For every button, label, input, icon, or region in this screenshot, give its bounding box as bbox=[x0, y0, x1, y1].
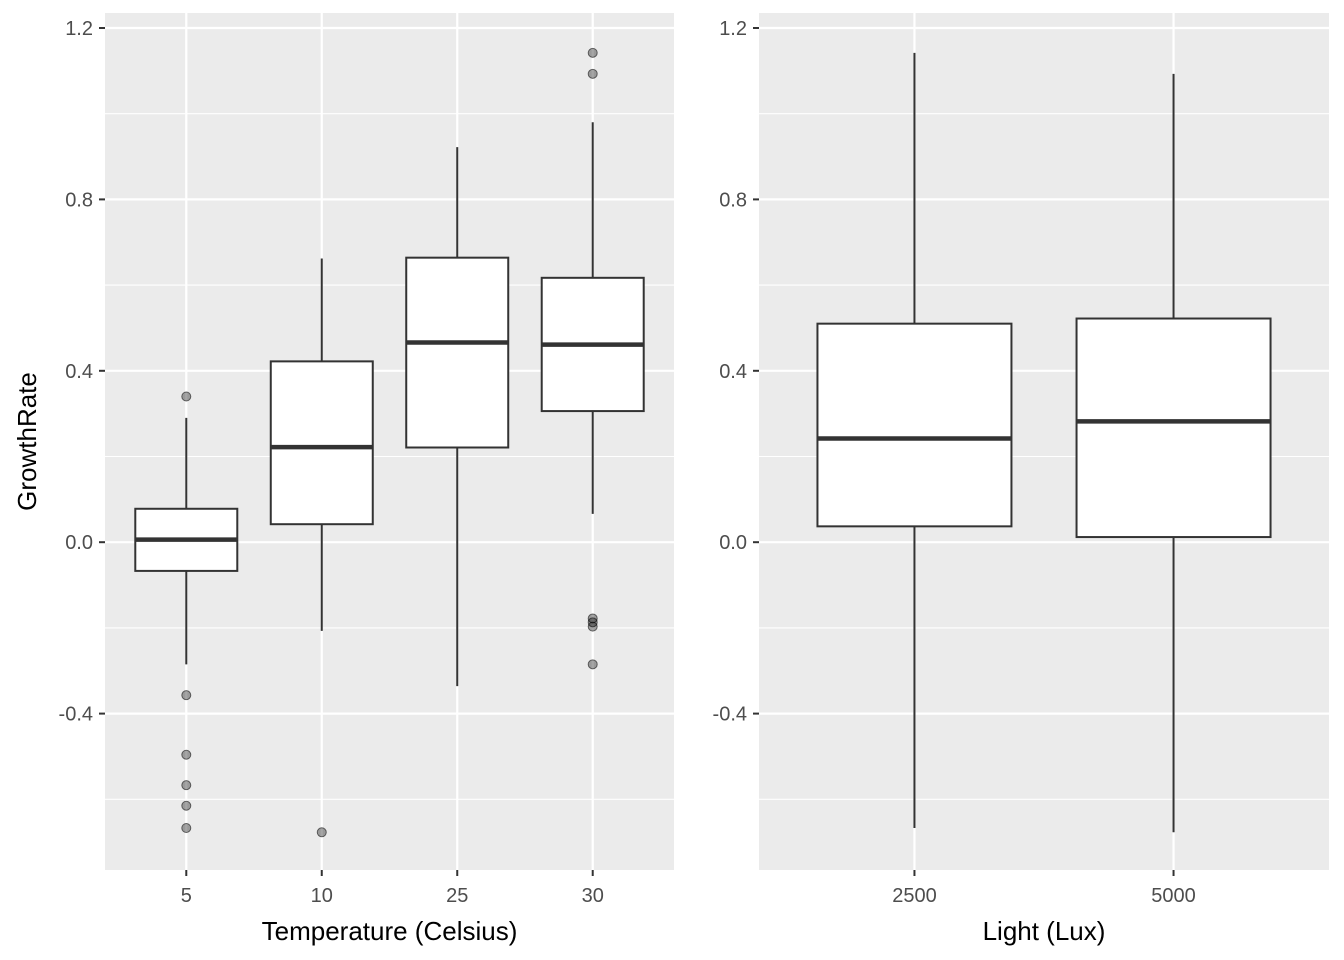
y-tick-label: -0.4 bbox=[713, 704, 747, 726]
y-axis-title: GrowthRate bbox=[12, 372, 42, 511]
y-tick-label: 1.2 bbox=[719, 18, 747, 40]
y-tick-label: 0.0 bbox=[719, 532, 747, 554]
x-tick-label: 30 bbox=[582, 885, 604, 907]
y-tick-label: 0.0 bbox=[65, 532, 93, 554]
light-panel: -0.4 0.0 0.4 0.8 1.2 2500 5000 Light (Lux) bbox=[713, 13, 1329, 946]
outlier-point bbox=[587, 613, 598, 624]
outlier-point bbox=[181, 690, 192, 701]
iqr-box bbox=[1075, 317, 1272, 539]
box-2500 bbox=[816, 52, 1013, 829]
outlier-point bbox=[587, 659, 598, 670]
x-axis-title: Temperature (Celsius) bbox=[262, 916, 518, 946]
box-25 bbox=[405, 147, 510, 687]
x-tick-label: 5000 bbox=[1151, 885, 1196, 907]
outlier-point bbox=[181, 800, 192, 811]
y-tick-label: 1.2 bbox=[65, 18, 93, 40]
outlier-point bbox=[181, 391, 192, 402]
temperature-panel: -0.4 0.0 0.4 0.8 1.2 5 10 25 30 Temperature (Cels… bbox=[12, 13, 674, 946]
box-10 bbox=[269, 258, 374, 838]
x-axis-title: Light (Lux) bbox=[983, 916, 1106, 946]
box-5000 bbox=[1075, 73, 1272, 833]
outlier-point bbox=[181, 823, 192, 834]
box-30 bbox=[540, 47, 645, 670]
x-tick-label: 25 bbox=[446, 885, 468, 907]
iqr-box bbox=[269, 360, 374, 526]
y-tick-label: 0.4 bbox=[719, 361, 747, 383]
box-5 bbox=[134, 391, 239, 834]
outlier-point bbox=[181, 749, 192, 760]
y-tick-label: 0.8 bbox=[719, 189, 747, 211]
iqr-box bbox=[405, 256, 510, 449]
x-tick-label: 2500 bbox=[892, 885, 937, 907]
x-tick-label: 5 bbox=[181, 885, 192, 907]
panel-background bbox=[105, 13, 674, 870]
x-tick-label: 10 bbox=[311, 885, 333, 907]
y-tick-label: -0.4 bbox=[59, 704, 93, 726]
outlier-point bbox=[181, 780, 192, 791]
iqr-box bbox=[816, 322, 1013, 528]
outlier-point bbox=[316, 827, 327, 838]
outlier-point bbox=[587, 47, 598, 58]
y-tick-label: 0.4 bbox=[65, 361, 93, 383]
outlier-point bbox=[587, 68, 598, 79]
y-tick-label: 0.8 bbox=[65, 189, 93, 211]
outlier-point bbox=[587, 621, 598, 632]
